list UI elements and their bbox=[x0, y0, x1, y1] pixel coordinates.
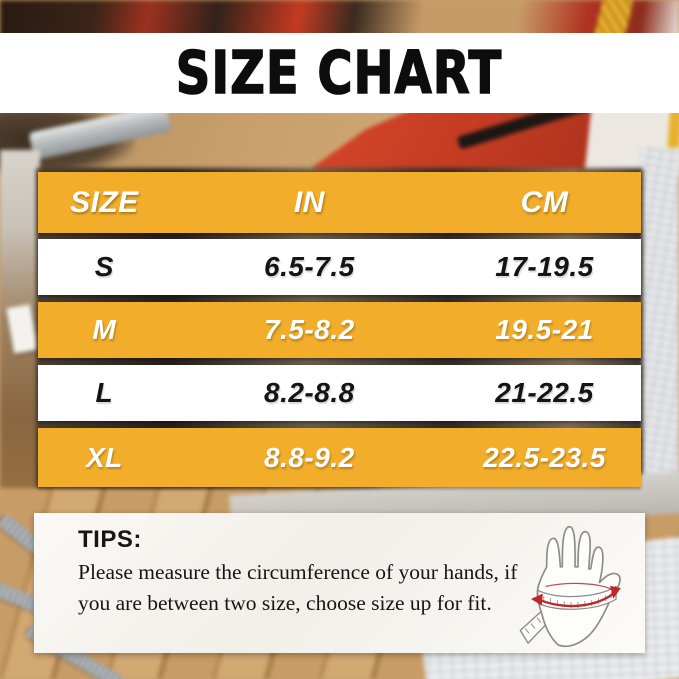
size-table-header-row: SIZE IN CM bbox=[38, 172, 641, 233]
table-row-m: M 7.5-8.2 19.5-21 bbox=[38, 302, 641, 358]
blueprint-right-strip bbox=[639, 148, 679, 513]
tools-top-strip bbox=[0, 0, 679, 37]
cell-size: M bbox=[92, 314, 117, 345]
title-banner: SIZE CHART bbox=[0, 33, 679, 113]
column-header-cm: CM bbox=[520, 185, 569, 219]
tips-heading: TIPS: bbox=[78, 526, 142, 553]
tips-body: Please measure the circumference of your… bbox=[78, 560, 518, 615]
cell-size: XL bbox=[85, 441, 123, 473]
cell-in: 8.2-8.8 bbox=[264, 377, 355, 408]
cell-size: L bbox=[95, 377, 114, 408]
measure-arrow bbox=[530, 582, 621, 608]
cell-cm: 22.5-23.5 bbox=[483, 441, 606, 473]
hand-with-measuring-tape-icon bbox=[519, 525, 621, 648]
cell-in: 6.5-7.5 bbox=[264, 251, 355, 282]
cell-cm: 17-19.5 bbox=[495, 251, 594, 282]
column-header-in: IN bbox=[293, 185, 325, 219]
hand-outline bbox=[536, 525, 621, 648]
tips-panel: TIPS: Please measure the circumference o… bbox=[34, 513, 645, 653]
size-table: SIZE IN CM S 6.5-7.5 17-19.5 M 7.5-8.2 1… bbox=[38, 172, 641, 494]
cell-cm: 19.5-21 bbox=[495, 314, 594, 345]
table-row-xl: XL 8.8-9.2 22.5-23.5 bbox=[38, 428, 641, 487]
table-row-l: L 8.2-8.8 21-22.5 bbox=[38, 365, 641, 421]
table-row-s: S 6.5-7.5 17-19.5 bbox=[38, 239, 641, 295]
column-header-size: SIZE bbox=[69, 185, 139, 219]
cell-in: 7.5-8.2 bbox=[264, 314, 355, 345]
cell-in: 8.8-9.2 bbox=[264, 441, 355, 473]
page-title: SIZE CHART bbox=[176, 38, 503, 108]
cell-cm: 21-22.5 bbox=[495, 377, 594, 408]
cell-size: S bbox=[94, 251, 114, 282]
